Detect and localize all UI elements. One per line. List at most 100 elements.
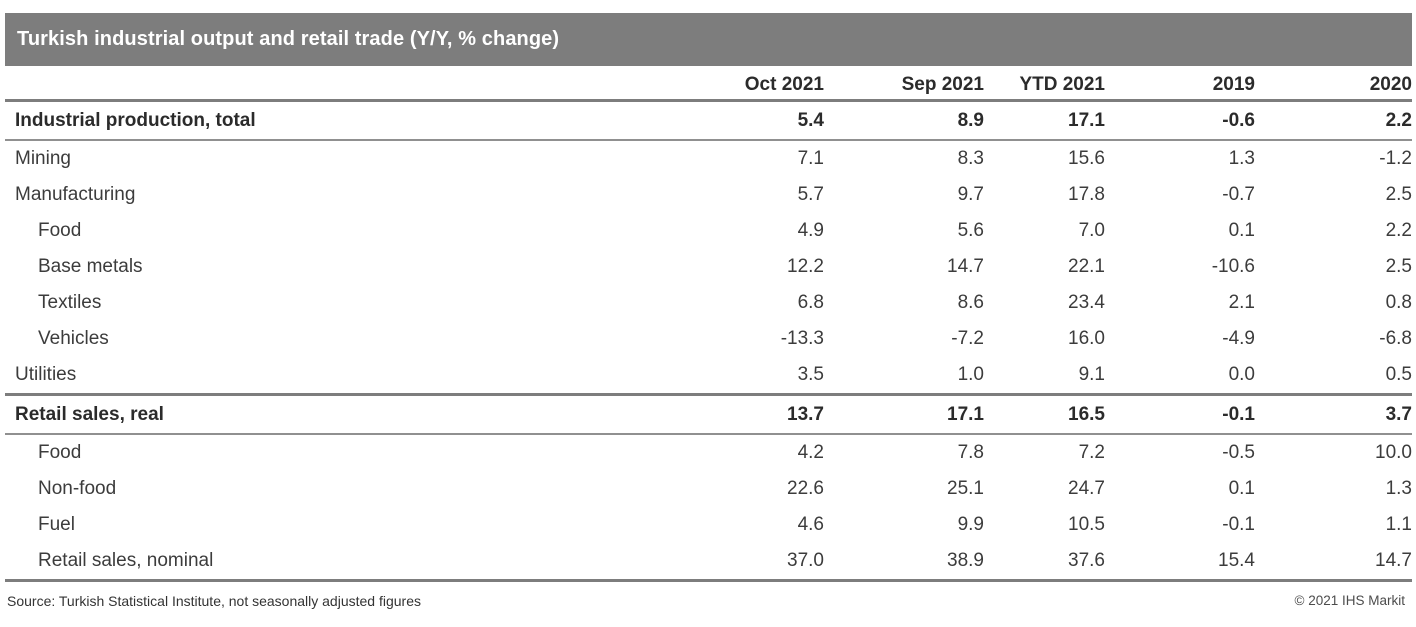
cell-value: 0.5: [1385, 364, 1412, 385]
table-row: Industrial production, total 5.4 8.9 17.1 -0…: [5, 102, 1412, 141]
cell-value: -6.8: [1379, 328, 1412, 349]
cell-value: 4.6: [797, 514, 824, 535]
cell-value: 2.1: [1228, 292, 1255, 313]
cell-value: 16.0: [1068, 328, 1105, 349]
cell-value: 9.9: [957, 514, 984, 535]
table-row: Base metals 12.2 14.7 22.1 -10.6 2.5: [5, 249, 1412, 285]
cell-value: 25.1: [947, 478, 984, 499]
row-label: Retail sales, real: [15, 403, 164, 425]
cell-value: 16.5: [1068, 403, 1105, 425]
cell-value: 9.7: [957, 184, 984, 205]
row-label: Food: [38, 442, 82, 463]
cell-value: 8.6: [957, 292, 984, 313]
table-row: Vehicles -13.3 -7.2 16.0 -4.9 -6.8: [5, 321, 1412, 357]
cell-value: 7.8: [957, 442, 984, 463]
cell-value: 1.3: [1385, 478, 1412, 499]
cell-value: 0.8: [1385, 292, 1412, 313]
data-table: Oct 2021 Sep 2021 YTD 2021 2019 2020 Ind…: [5, 66, 1412, 582]
table-row: Textiles 6.8 8.6 23.4 2.1 0.8: [5, 285, 1412, 321]
cell-value: 17.1: [947, 403, 984, 425]
cell-value: 7.1: [797, 148, 824, 169]
cell-value: 5.4: [797, 109, 824, 131]
cell-value: -7.2: [951, 328, 984, 349]
cell-value: 7.0: [1078, 220, 1105, 241]
cell-value: 2.5: [1385, 256, 1412, 277]
cell-value: 14.7: [947, 256, 984, 277]
table-row: Food 4.9 5.6 7.0 0.1 2.2: [5, 213, 1412, 249]
cell-value: 10.0: [1375, 442, 1412, 463]
table-title: Turkish industrial output and retail tra…: [17, 28, 560, 50]
column-header-2019: 2019: [1212, 74, 1255, 95]
row-label: Utilities: [15, 364, 77, 385]
row-label: Vehicles: [38, 328, 109, 349]
table-row: Food 4.2 7.8 7.2 -0.5 10.0: [5, 435, 1412, 471]
cell-value: 1.3: [1228, 148, 1255, 169]
cell-value: 5.7: [797, 184, 824, 205]
table-row: Retail sales, real 13.7 17.1 16.5 -0.1 3.7: [5, 393, 1412, 435]
cell-value: -4.9: [1222, 328, 1255, 349]
column-header-2020: 2020: [1369, 74, 1412, 95]
table-footer: Source: Turkish Statistical Institute, n…: [5, 582, 1412, 609]
row-label: Industrial production, total: [15, 109, 256, 131]
cell-value: 23.4: [1068, 292, 1105, 313]
cell-value: 6.8: [797, 292, 824, 313]
cell-value: 22.1: [1068, 256, 1105, 277]
cell-value: -13.3: [780, 328, 824, 349]
cell-value: 4.2: [797, 442, 824, 463]
row-label: Base metals: [38, 256, 143, 277]
cell-value: -0.7: [1222, 184, 1255, 205]
cell-value: 0.0: [1228, 364, 1255, 385]
cell-value: 0.1: [1228, 220, 1255, 241]
cell-value: -1.2: [1379, 148, 1412, 169]
cell-value: 3.5: [797, 364, 824, 385]
cell-value: 37.6: [1068, 550, 1105, 571]
cell-value: 2.2: [1385, 220, 1412, 241]
cell-value: 4.9: [797, 220, 824, 241]
cell-value: 14.7: [1375, 550, 1412, 571]
cell-value: 38.9: [947, 550, 984, 571]
cell-value: 8.9: [957, 109, 984, 131]
cell-value: 1.0: [957, 364, 984, 385]
table-header-row: Oct 2021 Sep 2021 YTD 2021 2019 2020: [5, 66, 1412, 102]
table-row: Fuel 4.6 9.9 10.5 -0.1 1.1: [5, 507, 1412, 543]
table-row: Manufacturing 5.7 9.7 17.8 -0.7 2.5: [5, 177, 1412, 213]
cell-value: 22.6: [787, 478, 824, 499]
table-row: Non-food 22.6 25.1 24.7 0.1 1.3: [5, 471, 1412, 507]
row-label: Manufacturing: [15, 184, 136, 205]
row-label: Food: [38, 220, 82, 241]
row-label: Textiles: [38, 292, 102, 313]
cell-value: -0.6: [1222, 109, 1255, 131]
table-row: Utilities 3.5 1.0 9.1 0.0 0.5: [5, 357, 1412, 393]
cell-value: 8.3: [957, 148, 984, 169]
table-row: Mining 7.1 8.3 15.6 1.3 -1.2: [5, 141, 1412, 177]
column-header-ytd-2021: YTD 2021: [1019, 74, 1105, 95]
cell-value: 15.4: [1218, 550, 1255, 571]
cell-value: 17.8: [1068, 184, 1105, 205]
cell-value: 12.2: [787, 256, 824, 277]
table-body: Industrial production, total 5.4 8.9 17.1 -0…: [5, 102, 1412, 582]
cell-value: 3.7: [1385, 403, 1412, 425]
copyright: © 2021 IHS Markit: [1294, 593, 1406, 608]
cell-value: -0.1: [1222, 403, 1255, 425]
cell-value: 1.1: [1385, 514, 1412, 535]
cell-value: 10.5: [1068, 514, 1105, 535]
cell-value: 9.1: [1078, 364, 1105, 385]
source-note: Source: Turkish Statistical Institute, n…: [7, 593, 421, 609]
row-label: Mining: [15, 148, 71, 169]
cell-value: -0.5: [1222, 442, 1255, 463]
table-row: Retail sales, nominal 37.0 38.9 37.6 15.4 14.…: [5, 543, 1412, 579]
cell-value: 37.0: [787, 550, 824, 571]
cell-value: 15.6: [1068, 148, 1105, 169]
cell-value: 7.2: [1078, 442, 1105, 463]
row-label: Non-food: [38, 478, 117, 499]
column-header-oct-2021: Oct 2021: [744, 74, 824, 95]
row-label: Fuel: [38, 514, 75, 535]
cell-value: -10.6: [1211, 256, 1255, 277]
cell-value: 2.2: [1385, 109, 1412, 131]
column-header-sep-2021: Sep 2021: [901, 74, 984, 95]
row-label: Retail sales, nominal: [38, 550, 214, 571]
cell-value: 5.6: [957, 220, 984, 241]
cell-value: -0.1: [1222, 514, 1255, 535]
cell-value: 13.7: [787, 403, 824, 425]
